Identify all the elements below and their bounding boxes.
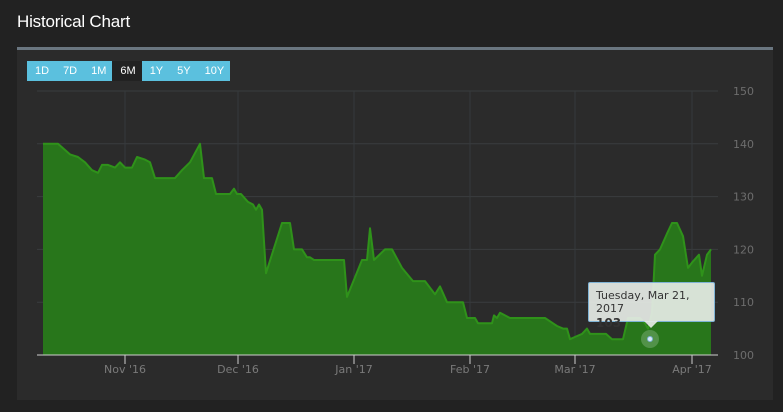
x-tick-label: Nov '16	[104, 363, 146, 376]
x-tick-label: Jan '17	[334, 363, 372, 376]
y-tick-label: 150	[733, 85, 754, 98]
y-axis-labels: 100 110 120 130 140 150	[733, 85, 754, 362]
range-button-5y[interactable]: 5Y	[169, 61, 197, 81]
page-title: Historical Chart	[17, 12, 130, 31]
hover-point[interactable]	[647, 336, 653, 342]
range-button-1y[interactable]: 1Y	[141, 61, 170, 81]
range-button-6m[interactable]: 6M	[112, 61, 142, 81]
tooltip-value: 103	[596, 316, 622, 330]
range-button-1d[interactable]: 1D	[27, 61, 56, 81]
chart-tooltip: Tuesday, Mar 21, 2017 103	[588, 282, 715, 330]
range-button-10y[interactable]: 10Y	[196, 61, 231, 81]
y-tick-label: 140	[733, 138, 754, 151]
y-tick-label: 100	[733, 349, 754, 362]
range-button-7d[interactable]: 7D	[55, 61, 84, 81]
y-tick-label: 120	[733, 243, 754, 256]
x-tick-label: Apr '17	[672, 363, 712, 376]
range-button-1m[interactable]: 1M	[83, 61, 113, 81]
x-tick-label: Feb '17	[450, 363, 490, 376]
x-axis-labels: Nov '16 Dec '16 Jan '17 Feb '17 Mar '17 Apr '…	[104, 355, 712, 376]
price-area	[43, 143, 711, 355]
tooltip-arrow	[644, 321, 658, 328]
tooltip-date: Tuesday, Mar 21, 2017	[596, 289, 690, 315]
x-tick-label: Dec '16	[217, 363, 259, 376]
y-tick-label: 110	[733, 296, 754, 309]
y-tick-label: 130	[733, 191, 754, 204]
range-selector: 1D 7D 1M 6M 1Y 5Y 10Y	[27, 61, 231, 81]
x-tick-label: Mar '17	[554, 363, 595, 376]
